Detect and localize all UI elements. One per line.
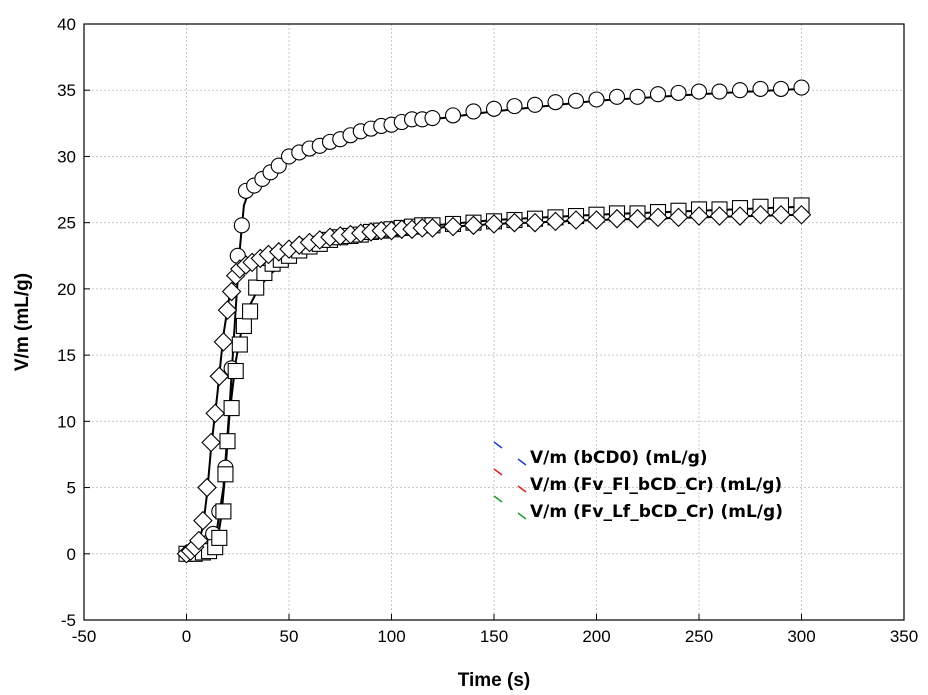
data-point-diamond bbox=[201, 432, 221, 453]
legend-entry: V/m (Fv_Fl_bCD_Cr) (mL/g) bbox=[530, 475, 782, 495]
data-point-diamond bbox=[189, 530, 209, 551]
data-point-circle bbox=[547, 94, 564, 111]
y-axis-title: V/m (mL/g) bbox=[12, 273, 33, 371]
data-point-diamond bbox=[213, 332, 234, 352]
data-point-circle bbox=[772, 80, 790, 97]
x-tick-label: 200 bbox=[582, 627, 610, 646]
data-point-diamond bbox=[193, 510, 213, 531]
x-tick-label: -50 bbox=[72, 627, 97, 646]
data-point-square bbox=[211, 529, 228, 546]
data-point-circle bbox=[588, 91, 605, 108]
x-tick-label: 300 bbox=[787, 627, 815, 646]
data-point-circle bbox=[526, 96, 544, 113]
data-point-diamond bbox=[771, 204, 791, 225]
legend: V/m (bCD0) (mL/g) V/m (Fv_Fl_bCD_Cr) (mL/… bbox=[493, 441, 783, 522]
y-tick-label: 25 bbox=[57, 214, 76, 233]
data-point-square bbox=[223, 400, 240, 417]
y-tick-label: 20 bbox=[57, 280, 76, 299]
legend-swatch bbox=[493, 495, 503, 503]
x-tick-label: 250 bbox=[685, 627, 713, 646]
data-point-diamond bbox=[205, 403, 225, 424]
data-point-square bbox=[215, 503, 232, 520]
data-point-diamond bbox=[566, 210, 586, 230]
y-tick-label: 35 bbox=[57, 81, 76, 100]
x-tick-label: 100 bbox=[377, 627, 405, 646]
data-point-diamond bbox=[504, 212, 525, 233]
data-point-circle bbox=[233, 217, 250, 234]
y-tick-label: 5 bbox=[67, 479, 76, 498]
y-tick-label: 0 bbox=[67, 545, 76, 564]
data-point-circle bbox=[670, 84, 687, 101]
legend-swatch bbox=[517, 485, 527, 493]
data-point-diamond bbox=[648, 207, 668, 228]
data-point-circle bbox=[424, 109, 441, 127]
data-point-circle bbox=[465, 103, 482, 120]
data-point-circle bbox=[752, 80, 769, 97]
data-point-diamond bbox=[668, 207, 689, 228]
data-point-diamond bbox=[750, 204, 771, 225]
data-point-circle bbox=[444, 107, 462, 124]
data-point-circle bbox=[731, 82, 749, 99]
data-point-diamond bbox=[463, 215, 484, 236]
data-point-diamond bbox=[730, 206, 750, 226]
data-point-diamond bbox=[221, 281, 242, 302]
data-point-circle bbox=[270, 157, 287, 174]
ticks bbox=[83, 23, 905, 621]
data-point-diamond bbox=[627, 208, 648, 229]
data-point-diamond bbox=[197, 477, 217, 498]
data-point-circle bbox=[485, 100, 503, 117]
data-point-circle bbox=[608, 88, 626, 105]
data-point-diamond bbox=[791, 204, 812, 225]
data-point-circle bbox=[506, 98, 523, 115]
data-point-circle bbox=[711, 83, 728, 100]
legend-swatch bbox=[517, 512, 527, 520]
data-point-circle bbox=[629, 88, 646, 105]
data-point-diamond bbox=[217, 300, 238, 320]
data-point-square bbox=[248, 279, 265, 296]
data-point-diamond bbox=[484, 214, 504, 234]
data-point-circle bbox=[649, 86, 667, 103]
data-point-circle bbox=[567, 92, 585, 109]
data-point-diamond bbox=[709, 206, 730, 226]
data-point-circle bbox=[690, 83, 708, 100]
legend-swatch bbox=[517, 458, 527, 466]
data-point-diamond bbox=[525, 212, 545, 233]
legend-entry: V/m (bCD0) (mL/g) bbox=[530, 448, 708, 468]
data-point-diamond bbox=[586, 210, 607, 230]
y-tick-label: -5 bbox=[61, 611, 76, 630]
data-point-square bbox=[217, 466, 234, 483]
data-point-diamond bbox=[689, 206, 709, 226]
tick-labels: -50 0 50 100 150 200 250 300 350-505101520253035… bbox=[57, 15, 918, 646]
y-tick-label: 30 bbox=[57, 147, 76, 166]
x-tick-label: 350 bbox=[890, 627, 918, 646]
data-point-circle bbox=[793, 79, 810, 96]
legend-swatch bbox=[493, 441, 503, 449]
data-point-square bbox=[227, 362, 244, 380]
x-tick-label: 150 bbox=[480, 627, 508, 646]
data-point-square bbox=[219, 433, 236, 450]
legend-entry: V/m (Fv_Lf_bCD_Cr) (mL/g) bbox=[530, 502, 783, 522]
data-markers bbox=[176, 79, 812, 564]
data-point-diamond bbox=[545, 211, 566, 232]
data-point-diamond bbox=[607, 208, 627, 229]
legend-swatch bbox=[493, 468, 503, 476]
data-point-square bbox=[231, 336, 248, 353]
x-tick-label: 0 bbox=[182, 627, 191, 646]
data-point-diamond bbox=[422, 218, 443, 238]
x-axis-title: Time (s) bbox=[458, 670, 531, 691]
y-tick-label: 40 bbox=[57, 15, 76, 34]
y-tick-label: 15 bbox=[57, 346, 76, 365]
data-point-square bbox=[242, 303, 259, 320]
y-tick-label: 10 bbox=[57, 412, 76, 431]
data-point-square bbox=[235, 317, 252, 335]
data-point-diamond bbox=[209, 366, 230, 387]
data-point-diamond bbox=[443, 216, 463, 237]
x-tick-label: 50 bbox=[280, 627, 299, 646]
